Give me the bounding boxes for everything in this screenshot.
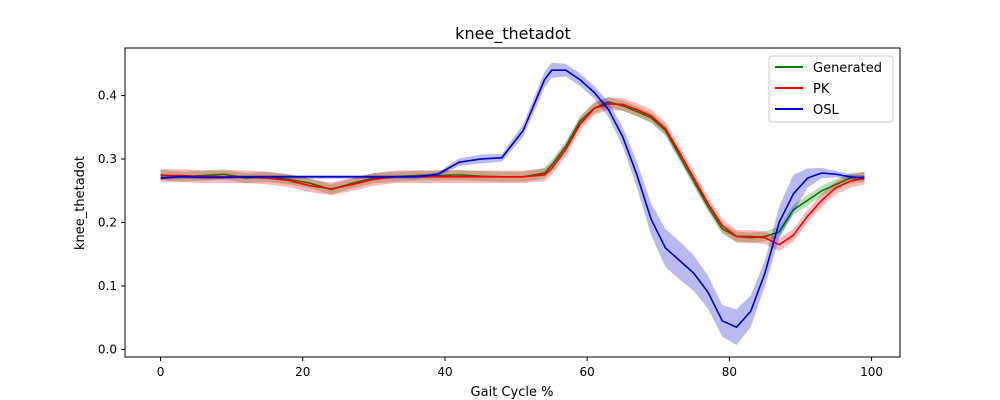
series-band-osl: [160, 62, 865, 345]
x-tick-label: 20: [295, 365, 310, 379]
x-axis-label: Gait Cycle %: [471, 385, 554, 400]
series-line-pk: [160, 103, 865, 246]
legend-label-pk: PK: [813, 82, 830, 97]
legend-label-generated: Generated: [813, 61, 882, 76]
series-line-osl: [160, 69, 865, 328]
axes-frame: [124, 47, 901, 358]
plot-area: [160, 62, 865, 345]
chart-title: knee_thetadot: [455, 24, 571, 44]
x-tick-label: 80: [722, 365, 737, 379]
legend-box: [768, 55, 894, 123]
y-tick-label: 0.2: [98, 215, 117, 229]
y-tick-label: 0.3: [98, 152, 117, 166]
x-axis: 0 20 40 60 80 100: [157, 357, 883, 379]
y-axis: 0.0 0.1 0.2 0.3 0.4: [98, 89, 125, 356]
legend: Generated PK OSL: [768, 55, 894, 123]
legend-label-osl: OSL: [813, 103, 839, 118]
x-tick-label: 100: [860, 365, 883, 379]
x-tick-label: 0: [157, 365, 165, 379]
series-band-pk: [160, 97, 865, 252]
y-tick-label: 0.1: [98, 279, 117, 293]
x-tick-label: 60: [580, 365, 595, 379]
y-tick-label: 0.4: [98, 89, 117, 103]
x-tick-label: 40: [437, 365, 452, 379]
y-axis-label: knee_thetadot: [73, 156, 88, 250]
y-tick-label: 0.0: [98, 342, 117, 356]
